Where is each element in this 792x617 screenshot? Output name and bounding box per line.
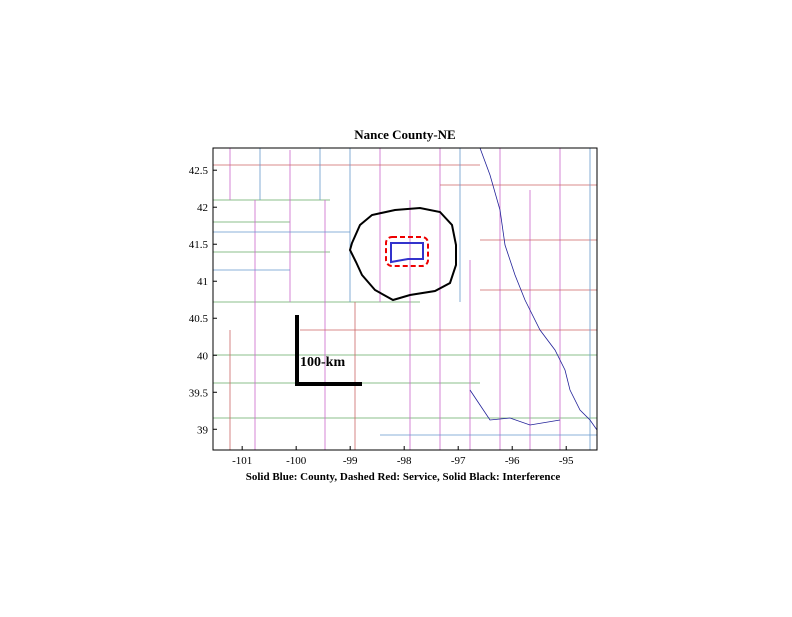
x-axis-label: Solid Blue: County, Dashed Red: Service,… [246, 471, 561, 483]
county-lines [213, 147, 598, 450]
y-tick-label: 41 [197, 276, 208, 288]
y-tick-label: 40 [197, 350, 209, 362]
x-tick-label: -101 [232, 455, 252, 467]
chart-title: Nance County-NE [354, 127, 455, 142]
y-tick-label: 40.5 [189, 313, 209, 325]
x-tick-label: -100 [286, 455, 307, 467]
service-contour [385, 236, 429, 267]
scale-bar [295, 315, 362, 386]
y-tick-label: 39 [197, 424, 209, 436]
y-tick-label: 39.5 [189, 387, 209, 399]
interference-contour [348, 206, 457, 302]
y-tick-label: 42.5 [189, 165, 209, 177]
x-tick-label: -98 [397, 455, 412, 467]
county-boundary [390, 242, 424, 264]
y-tick-label: 41.5 [189, 239, 209, 251]
x-tick-label: -95 [559, 455, 574, 467]
x-tick-label: -96 [505, 455, 520, 467]
scale-label: 100-km [300, 355, 345, 370]
x-tick-label: -99 [343, 455, 358, 467]
y-tick-label: 42 [197, 202, 208, 214]
plot-frame [212, 147, 598, 451]
x-tick-label: -97 [451, 455, 466, 467]
